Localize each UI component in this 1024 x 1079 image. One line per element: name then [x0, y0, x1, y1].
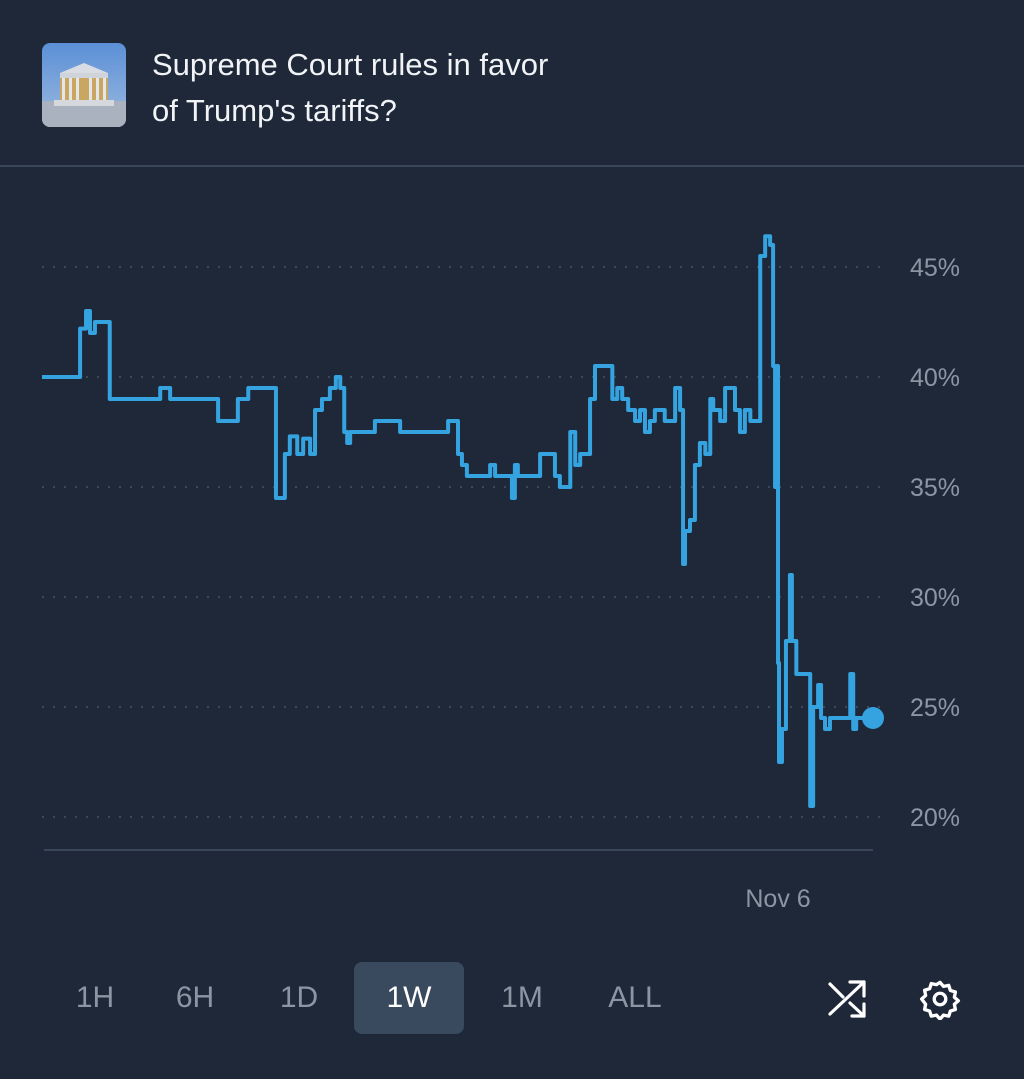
- y-tick-label: 25%: [910, 694, 960, 722]
- range-button-all[interactable]: ALL: [608, 981, 662, 1014]
- market-title: Supreme Court rules in favor of Trump's …: [152, 42, 548, 134]
- range-button-1w[interactable]: 1W: [354, 962, 464, 1034]
- y-tick-label: 20%: [910, 804, 960, 832]
- range-button-1m[interactable]: 1M: [501, 981, 543, 1014]
- market-header: Supreme Court rules in favor of Trump's …: [0, 0, 1024, 167]
- series-line: [42, 234, 873, 808]
- y-tick-label: 35%: [910, 474, 960, 502]
- range-button-6h[interactable]: 6H: [175, 981, 215, 1014]
- last-value-dot: [862, 707, 884, 729]
- market-title-line-2: of Trump's tariffs?: [152, 93, 397, 128]
- y-tick-label: 40%: [910, 364, 960, 392]
- market-title-line-1: Supreme Court rules in favor: [152, 47, 549, 82]
- x-tick-label: Nov 6: [745, 885, 810, 913]
- gear-icon[interactable]: [919, 978, 961, 1021]
- range-button-1d[interactable]: 1D: [279, 981, 319, 1014]
- range-button-1h[interactable]: 1H: [75, 981, 115, 1014]
- y-tick-label: 30%: [910, 584, 960, 612]
- y-tick-label: 45%: [910, 254, 960, 282]
- shuffle-icon[interactable]: [826, 978, 868, 1020]
- price-chart[interactable]: 45% 40% 35% 30% 25% 20% Nov 6: [0, 170, 1024, 930]
- market-thumbnail: [42, 43, 126, 127]
